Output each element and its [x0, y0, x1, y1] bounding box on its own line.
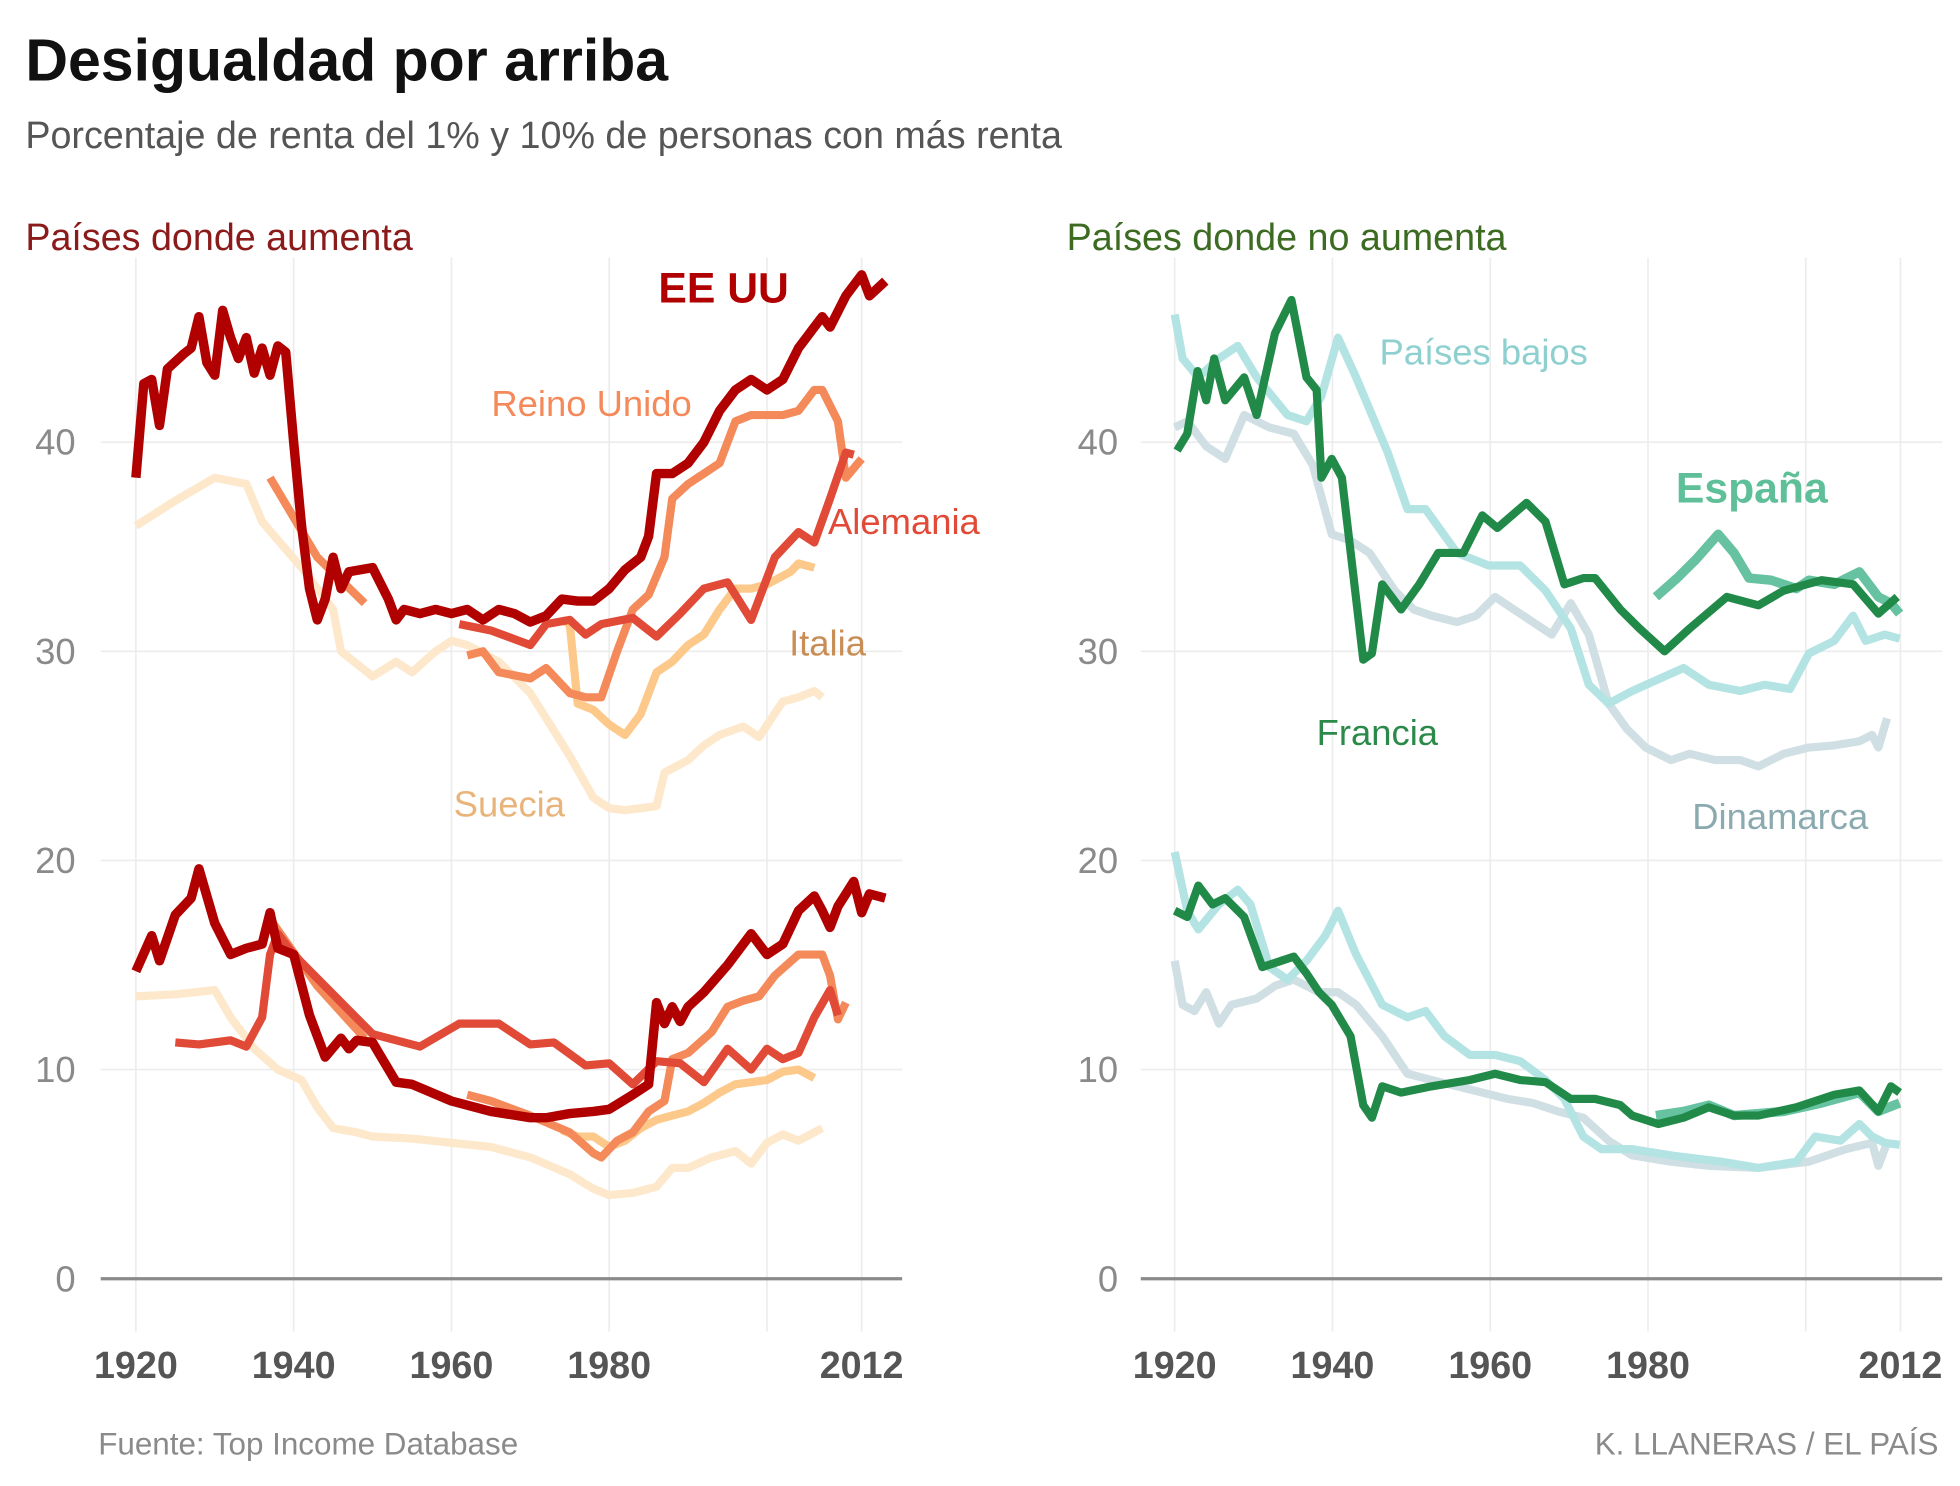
x-tick-label: 1960	[410, 1344, 494, 1386]
x-tick-label: 1960	[1448, 1344, 1532, 1386]
series-line-dinamarca-top10	[1172, 410, 1891, 771]
y-tick-label: 10	[35, 1049, 76, 1090]
x-tick-label: 1980	[567, 1344, 651, 1386]
panel-no-increase: 0 10 20 30 40 1920 1940 1960 1980 2012	[1078, 257, 1943, 1386]
panel-increase: 0 10 20 30 40 1920 1940 1960 1980 2012	[35, 257, 904, 1386]
series-label-netherlands: Países bajos	[1379, 331, 1587, 372]
series-line-francia-top1	[1172, 881, 1903, 1129]
series-line-alemania-top1	[174, 929, 842, 1089]
series-line-ee-uu-top10	[131, 270, 889, 627]
panel-title-no-increase: Países donde no aumenta	[1067, 216, 1507, 258]
series-line-reino-unido-top10	[266, 475, 368, 607]
series-line-países-bajos-top1	[1170, 851, 1901, 1173]
y-tick-label: 40	[35, 422, 76, 463]
x-tick-label: 2012	[820, 1344, 904, 1386]
chart-title: Desigualdad por arriba	[25, 27, 669, 93]
y-tick-label: 30	[1078, 631, 1119, 672]
series-label-sweden: Suecia	[454, 783, 566, 824]
x-tick-label: 1980	[1606, 1344, 1690, 1386]
series-line-reino-unido-top1	[466, 950, 850, 1162]
series-label-uk: Reino Unido	[491, 383, 691, 424]
source-note: Fuente: Top Income Database	[98, 1427, 518, 1462]
y-tick-label: 40	[1078, 422, 1119, 463]
series-line-suecia-top1	[135, 985, 825, 1200]
series-line-reino-unido-top10	[466, 385, 865, 702]
series-label-italy: Italia	[789, 623, 867, 664]
x-tick-label: 2012	[1859, 1344, 1943, 1386]
y-tick-label: 0	[1098, 1258, 1118, 1299]
series-label-usa: EE UU	[658, 265, 788, 313]
series-line-ee-uu-top1	[131, 864, 887, 1123]
y-tick-label: 30	[35, 631, 76, 672]
credit-note: K. LLANERAS / EL PAÍS	[1595, 1427, 1939, 1462]
y-tick-label: 20	[35, 840, 76, 881]
y-tick-label: 0	[55, 1258, 75, 1299]
y-tick-label: 10	[1078, 1049, 1119, 1090]
x-tick-label: 1940	[1291, 1344, 1375, 1386]
series-line-países-bajos-top10	[1170, 313, 1901, 708]
series-line-españa-top10	[1652, 529, 1904, 617]
x-tick-label: 1920	[1133, 1344, 1217, 1386]
series-line-suecia-top10	[133, 473, 825, 815]
series-label-france: Francia	[1317, 712, 1439, 753]
x-tick-label: 1920	[94, 1344, 178, 1386]
chart-subtitle: Porcentaje de renta del 1% y 10% de pers…	[25, 114, 1062, 156]
series-line-alemania-top10	[458, 448, 855, 650]
series-line-italia-top1	[560, 1065, 817, 1152]
series-label-denmark: Dinamarca	[1692, 796, 1869, 837]
series-line-francia-top10	[1173, 295, 1900, 664]
x-tick-label: 1940	[252, 1344, 336, 1386]
series-label-germany: Alemania	[828, 501, 981, 542]
series-label-spain: España	[1676, 464, 1829, 512]
series-line-italia-top10	[559, 559, 816, 740]
y-tick-label: 20	[1078, 840, 1119, 881]
panel-title-increase: Países donde aumenta	[25, 216, 413, 258]
